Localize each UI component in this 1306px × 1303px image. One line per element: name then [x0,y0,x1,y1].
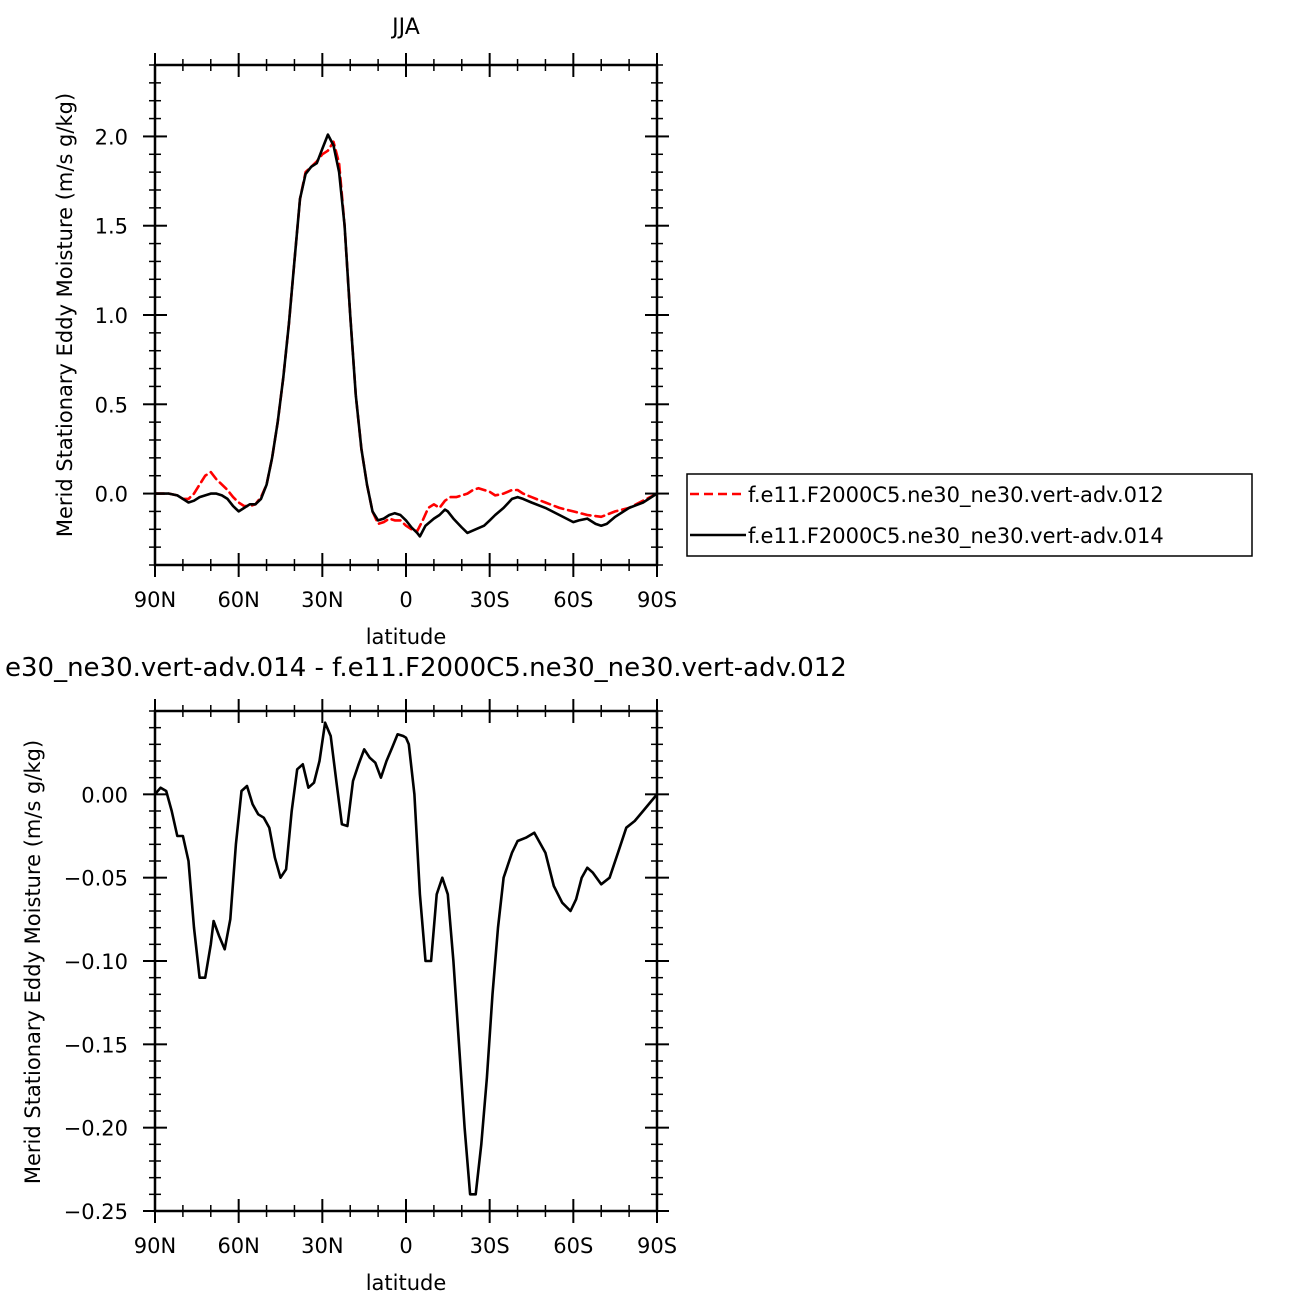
y-tick-label: −0.15 [64,1033,128,1057]
y-axis-label: Merid Stationary Eddy Moisture (m/s g/kg… [21,740,45,1184]
x-axis-label: latitude [366,625,447,649]
x-tick-label: 90N [134,588,176,612]
y-tick-label: −0.10 [64,950,128,974]
legend-label: f.e11.F2000C5.ne30_ne30.vert-adv.014 [748,524,1164,549]
y-tick-label: 0.5 [95,393,128,417]
x-tick-label: 60S [553,588,593,612]
x-tick-label: 90S [637,1234,677,1258]
y-tick-label: −0.05 [64,867,128,891]
y-tick-label: 0.0 [95,483,128,507]
y-tick-label: 1.0 [95,304,128,328]
series-line-2 [155,133,657,538]
plot-frame [153,63,659,567]
y-tick-label: 2.0 [95,125,128,149]
legend-label: f.e11.F2000C5.ne30_ne30.vert-adv.012 [748,483,1164,508]
series-line-1 [155,721,657,1196]
x-tick-label: 60N [217,1234,259,1258]
chart-title: JJA [390,15,420,40]
y-tick-label: 0.00 [81,783,128,807]
x-axis-label: latitude [366,1271,447,1295]
legend-entry-012: f.e11.F2000C5.ne30_ne30.vert-adv.012 [690,483,1164,508]
x-tick-label: 90S [637,588,677,612]
x-tick-label: 30S [470,1234,510,1258]
y-axis-label: Merid Stationary Eddy Moisture (m/s g/kg… [53,93,77,537]
x-tick-label: 0 [399,588,412,612]
y-tick-label: −0.20 [64,1117,128,1141]
x-tick-label: 60S [553,1234,593,1258]
legend: f.e11.F2000C5.ne30_ne30.vert-adv.012 f.e… [686,473,1253,557]
legend-box [686,473,1253,557]
bottom-line-chart: e30_ne30.vert-adv.014 - f.e11.F2000C5.ne… [5,653,847,1295]
legend-entry-014: f.e11.F2000C5.ne30_ne30.vert-adv.014 [690,524,1164,549]
y-tick-label: 1.5 [95,215,128,239]
y-tick-label: −0.25 [64,1200,128,1224]
plot-frame [153,709,659,1213]
x-tick-label: 60N [217,588,259,612]
x-tick-label: 30S [470,588,510,612]
x-tick-label: 30N [301,588,343,612]
series-line-1 [155,140,657,533]
x-tick-label: 0 [399,1234,412,1258]
top-line-chart: JJA 90N 60N 30N 0 30S 60S 90S 0.0 0.5 1.0 1.5 2.0 l… [53,15,677,649]
chart-title: e30_ne30.vert-adv.014 - f.e11.F2000C5.ne… [5,653,847,683]
x-tick-label: 90N [134,1234,176,1258]
x-tick-label: 30N [301,1234,343,1258]
